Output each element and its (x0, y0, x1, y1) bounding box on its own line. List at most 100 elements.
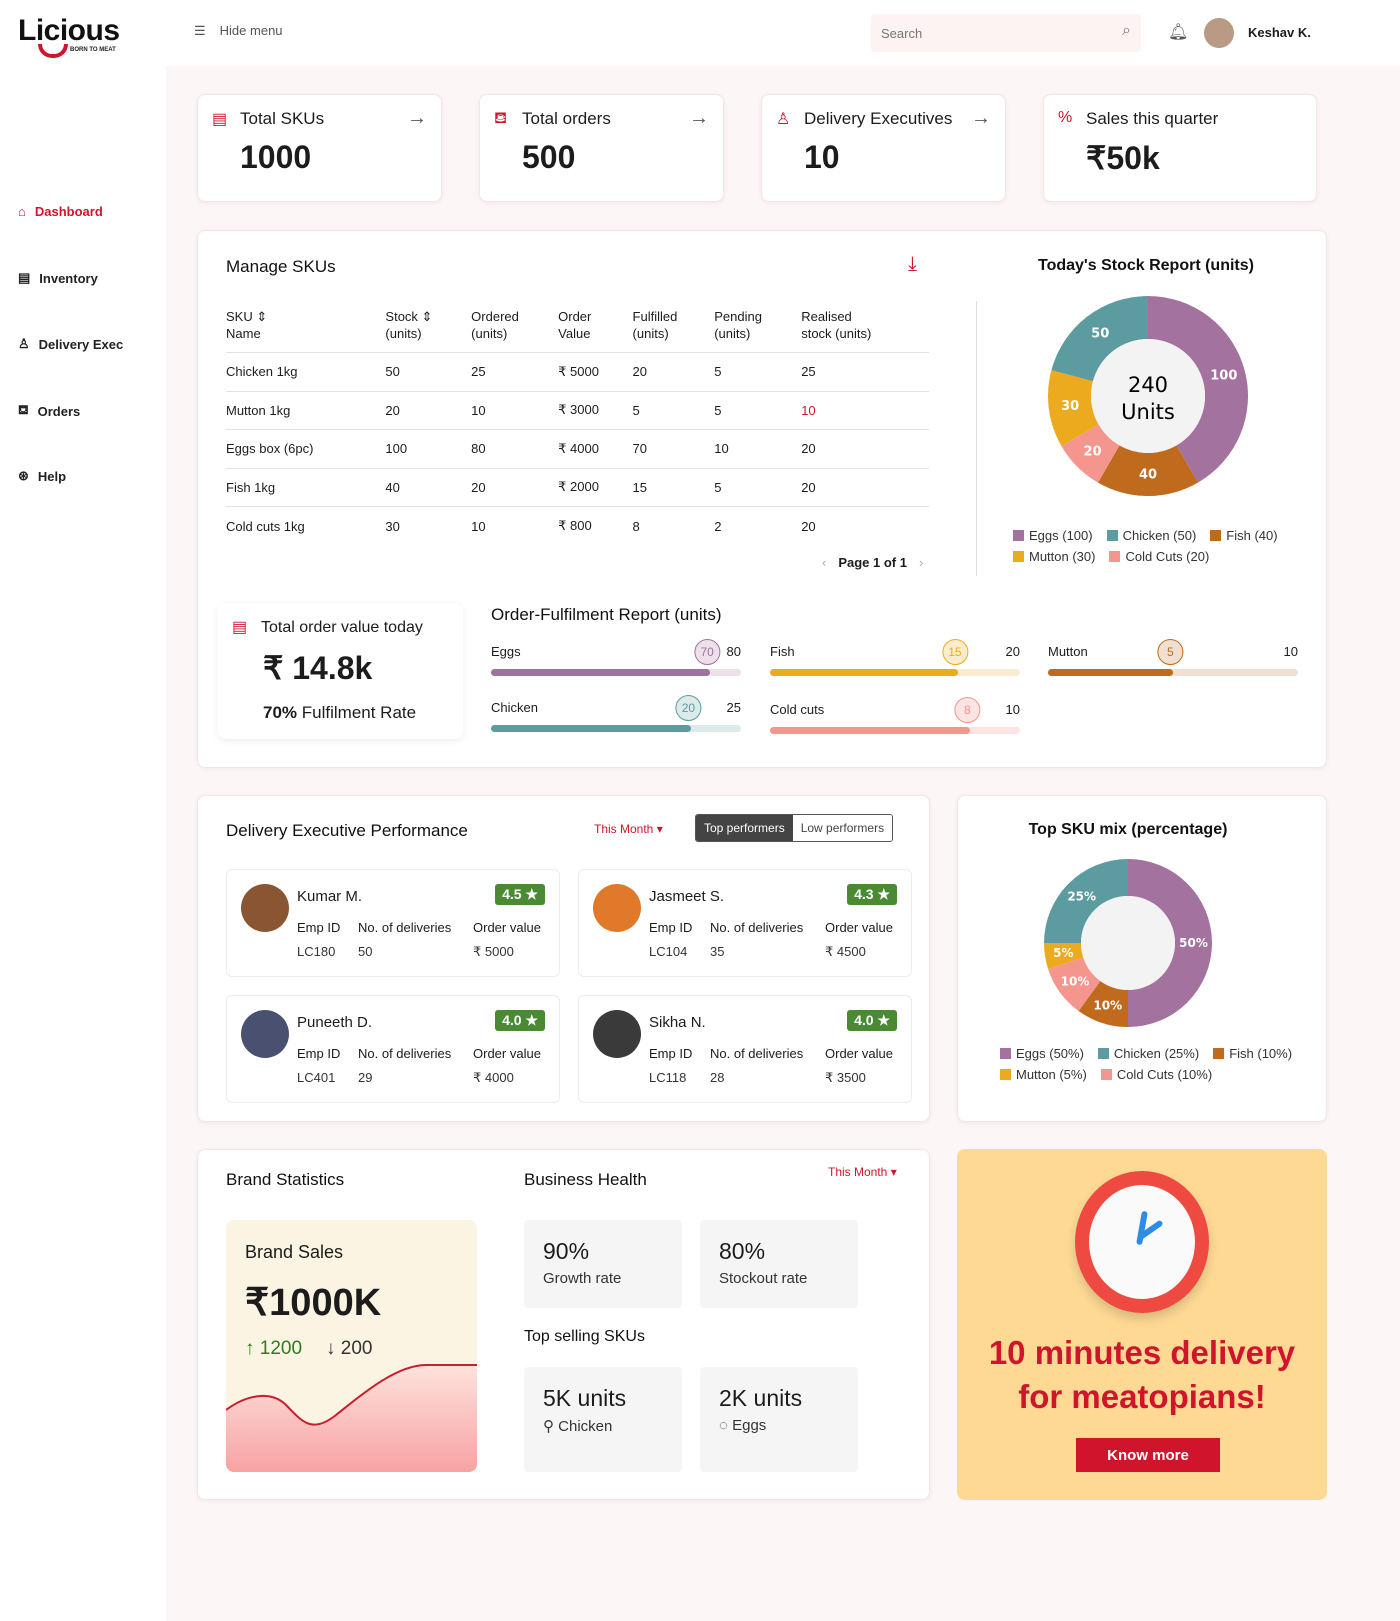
table-cell: 10 (714, 429, 802, 468)
pagination: ‹ Page 1 of 1 › (822, 555, 924, 570)
slice-label: 5% (1053, 946, 1073, 960)
slice-label: 40 (1139, 468, 1157, 483)
arrow-right-icon[interactable]: → (689, 107, 709, 129)
sku-mix-panel: Top SKU mix (percentage) 50% 10% 10% 5% 25% … (957, 795, 1327, 1122)
table-row[interactable]: Cold cuts 1kg 30 10 ₹ 800 8 2 20 (226, 506, 929, 545)
table-cell: 25 (471, 352, 559, 391)
column-header: Fulfilled (units) (632, 309, 678, 341)
user-name[interactable]: Keshav K. (1248, 25, 1311, 40)
table-row[interactable]: Eggs box (6pc) 100 80 ₹ 4000 70 10 20 (226, 429, 929, 468)
legend-swatch (1097, 1048, 1109, 1059)
slice-fish[interactable] (1078, 981, 1128, 1027)
table-cell: 20 (471, 467, 559, 507)
value-bubble: 70 (694, 639, 721, 665)
fulfilment-bar-mutton: Mutton 10 5 (1048, 639, 1298, 679)
stat-card-sales-quarter[interactable]: % Sales this quarter ₹50k (1043, 94, 1317, 202)
slice-chicken[interactable] (1044, 859, 1128, 943)
center-label: 240 (1128, 373, 1168, 397)
sidebar-item-delivery-exec[interactable]: ♙ Delivery Exec (18, 336, 124, 352)
slice-eggs[interactable] (1128, 859, 1212, 1027)
sidebar-item-dashboard[interactable]: ⌂ Dashboard (18, 204, 103, 219)
search-input[interactable] (871, 14, 1091, 52)
table-row[interactable]: Mutton 1kg 20 10 ₹ 3000 5 5 10 (226, 390, 929, 430)
tab-top-performers[interactable]: Top performers (696, 815, 793, 841)
stat-card-total-orders[interactable]: ⛾ Total orders → 500 (479, 94, 724, 202)
download-icon[interactable]: ⤓ (908, 253, 917, 275)
executive-card[interactable]: Sikha N. 4.0 ★ Emp ID No. of deliveries … (578, 995, 912, 1103)
top-sku-chicken-tile: 5K units ⚲ Chicken (524, 1367, 682, 1472)
slice-label: 25% (1067, 890, 1096, 904)
column-header: Realised stock (units) (801, 309, 872, 341)
licious-logo[interactable]: Licious BORN TO MEAT (18, 14, 120, 58)
sales-up: ↑ 1200 (245, 1338, 303, 1359)
legend-swatch (1213, 1048, 1225, 1059)
table-cell: 50 (385, 352, 472, 391)
hide-menu-button[interactable]: ☰ Hide menu (194, 23, 283, 38)
executive-card[interactable]: Puneeth D. 4.0 ★ Emp ID No. of deliverie… (226, 995, 560, 1103)
legend-item: Mutton (5%) (1000, 1067, 1087, 1082)
slice-label: 50% (1179, 936, 1208, 950)
sidebar-item-inventory[interactable]: ▤ Inventory (18, 270, 98, 286)
bag-icon: ⛾ (18, 402, 29, 417)
rating-badge: 4.0 ★ (847, 1010, 897, 1031)
sidebar-item-orders[interactable]: ⛾ Orders (18, 402, 81, 419)
slice-label: 30 (1061, 399, 1079, 414)
table-cell: 5 (714, 390, 802, 430)
table-row[interactable]: Chicken 1kg 50 25 ₹ 5000 20 5 25 (226, 352, 929, 391)
slice-cold-cuts[interactable] (1061, 424, 1120, 483)
chevron-right-icon[interactable]: › (918, 555, 924, 570)
legend-item: Mutton (30) (1013, 549, 1095, 564)
progress-fill (770, 727, 970, 734)
know-more-button[interactable]: Know more (1076, 1438, 1220, 1472)
slice-mutton[interactable] (1048, 370, 1099, 446)
sort-icon[interactable]: ⇕ (256, 309, 268, 324)
stat-card-total-skus[interactable]: ▤ Total SKUs → 1000 (197, 94, 442, 202)
legend-swatch (1106, 530, 1118, 541)
slice-cold-cuts[interactable] (1048, 957, 1101, 1011)
sku-mix-legend: Eggs (50%) Chicken (25%) Fish (10%) Mutton … (1000, 1046, 1320, 1082)
slice-label: 100 (1210, 369, 1237, 384)
sales-trend-sparkline (226, 1364, 477, 1472)
stat-card-delivery-executives[interactable]: ♙ Delivery Executives → 10 (761, 94, 1006, 202)
sidebar-item-help[interactable]: ⊛ Help (18, 468, 67, 484)
table-cell: ₹ 3000 (558, 390, 633, 430)
arrow-right-icon[interactable]: → (407, 107, 427, 129)
table-cell: ₹ 2000 (558, 467, 633, 507)
performance-title: Delivery Executive Performance (226, 821, 468, 840)
table-cell: 70 (632, 429, 715, 468)
period-dropdown[interactable]: This Month ▾ (594, 822, 663, 836)
progress-track (491, 725, 741, 732)
table-cell: 100 (385, 429, 472, 468)
progress-fill (491, 669, 710, 676)
executive-card[interactable]: Jasmeet S. 4.3 ★ Emp ID No. of deliverie… (578, 869, 912, 977)
stock-legend: Eggs (100) Chicken (50) Fish (40) Mutton (3… (1013, 528, 1313, 564)
progress-track (770, 669, 1020, 676)
search-icon[interactable]: ⌕ (1122, 22, 1131, 39)
slice-eggs[interactable] (1148, 296, 1248, 483)
progress-fill (770, 669, 958, 676)
bell-icon[interactable]: 🔔︎ (1168, 24, 1189, 41)
slice-fish[interactable] (1098, 445, 1198, 496)
legend-item: Eggs (100) (1013, 528, 1093, 543)
column-header[interactable]: Stock ⇕ (units) (385, 309, 433, 341)
top-sku-eggs-tile: 2K units ◌ Eggs (700, 1367, 858, 1472)
tab-low-performers[interactable]: Low performers (792, 815, 893, 841)
column-header[interactable]: SKU ⇕ Name (226, 309, 268, 341)
legend-item: Fish (10%) (1213, 1046, 1292, 1061)
manage-skus-title: Manage SKUs (226, 257, 336, 276)
table-row[interactable]: Fish 1kg 40 20 ₹ 2000 15 5 20 (226, 467, 929, 507)
chevron-left-icon[interactable]: ‹ (822, 555, 827, 570)
slice-label: 20 (1083, 445, 1101, 460)
slice-chicken[interactable] (1051, 296, 1148, 382)
period-dropdown[interactable]: This Month ▾ (828, 1165, 897, 1179)
home-icon: ⌂ (18, 204, 26, 219)
executive-card[interactable]: Kumar M. 4.5 ★ Emp ID No. of deliveries … (226, 869, 560, 977)
table-cell: 2 (714, 506, 802, 545)
table-cell: 5 (714, 467, 802, 507)
slice-mutton[interactable] (1044, 943, 1084, 969)
sort-icon[interactable]: ⇕ (421, 309, 433, 324)
avatar[interactable] (1204, 18, 1234, 48)
arrow-right-icon[interactable]: → (971, 107, 991, 129)
avatar (241, 1010, 289, 1058)
slice-label: 50 (1091, 327, 1109, 342)
